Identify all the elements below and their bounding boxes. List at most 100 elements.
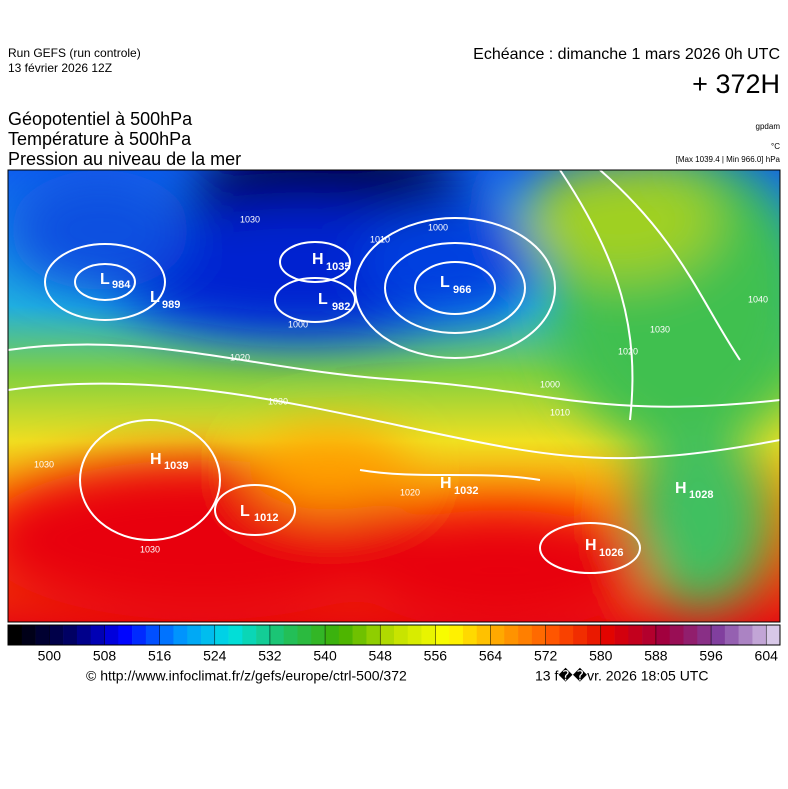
colorbar-cell	[173, 625, 188, 645]
colorbar-cell	[766, 625, 781, 645]
isobars	[8, 170, 780, 574]
colorbar-tick-label: 556	[424, 648, 448, 664]
colorbar-cell	[655, 625, 671, 645]
pressure-value: 1032	[454, 485, 478, 497]
colorbar-cell	[531, 625, 546, 645]
colorbar-cell	[752, 625, 767, 645]
colorbar-cell	[587, 625, 602, 645]
colorbar-cell	[380, 625, 395, 645]
pressure-center: H	[675, 480, 687, 497]
contour-label: 1000	[288, 319, 308, 329]
colorbar-cell	[518, 625, 533, 645]
pressure-value: 982	[332, 301, 350, 313]
colorbar-tick-label: 596	[699, 648, 723, 664]
colorbar-cell	[214, 625, 229, 645]
pressure-value: 984	[112, 279, 131, 291]
pressure-value: 1026	[599, 547, 623, 559]
colorbar-cell	[21, 625, 36, 645]
unit: [Max 1039.4 | Min 966.0] hPa	[676, 155, 781, 164]
field	[8, 170, 780, 622]
pressure-center: L	[318, 291, 328, 308]
colorbar-cell	[145, 625, 160, 645]
colorbar-cell	[256, 625, 271, 645]
colorbar-cell	[118, 625, 133, 645]
pressure-center: H	[150, 451, 162, 468]
colorbar-tick-label: 500	[38, 648, 62, 664]
title: Géopotentiel à 500hPa	[8, 109, 193, 129]
colorbar-cell	[435, 625, 450, 645]
colorbar-cell	[669, 625, 684, 645]
colorbar-cell	[711, 625, 726, 645]
pressure-center: L	[150, 289, 160, 306]
contour-label: 1030	[34, 459, 54, 469]
run-date: 13 février 2026 12Z	[8, 61, 112, 75]
colorbar-tick-label: 588	[644, 648, 668, 664]
contour-label: 1030	[140, 544, 160, 554]
pressure-value: 1012	[254, 512, 278, 524]
colorbar-cell	[104, 625, 119, 645]
colorbar-cell	[504, 625, 519, 645]
colorbar-cell	[476, 625, 491, 645]
colorbar-cell	[421, 625, 436, 645]
colorbar-cell	[642, 625, 657, 645]
contour-label: 1000	[540, 379, 560, 389]
pressure-value: 1035	[326, 261, 350, 273]
pressure-value: 966	[453, 284, 471, 296]
colorbar-cell	[366, 625, 381, 645]
colorbar-cell	[49, 625, 64, 645]
colorbar-cell	[283, 625, 298, 645]
colorbar-tick-label: 580	[589, 648, 613, 664]
colorbar-cell	[490, 625, 505, 645]
contour-label: 1010	[370, 234, 390, 244]
colorbar-tick-label: 524	[203, 648, 227, 664]
colorbar-cell	[545, 625, 560, 645]
colorbar-cell	[600, 625, 615, 645]
colorbar-cell	[559, 625, 574, 645]
title: Pression au niveau de la mer	[8, 149, 241, 169]
pressure-center: H	[440, 475, 452, 492]
colorbar-frame	[7, 624, 781, 646]
contour-label: 1010	[550, 407, 570, 417]
colorbar-cell	[683, 625, 698, 645]
colorbar-cell	[352, 625, 367, 645]
pressure-value: 1028	[689, 489, 713, 501]
contour-label: 1030	[650, 324, 670, 334]
colorbar-tick-label: 572	[534, 648, 558, 664]
colorbar-tick-label: 540	[313, 648, 337, 664]
unit: °C	[771, 142, 780, 151]
colorbar-tick-label: 532	[258, 648, 282, 664]
colorbar-cell	[449, 625, 464, 645]
colorbar-cell	[697, 625, 712, 645]
pressure-value: 1039	[164, 460, 188, 472]
valid-time: Echéance : dimanche 1 mars 2026 0h UTC	[473, 46, 780, 63]
colorbar-cell	[325, 625, 340, 645]
pressure-center: L	[240, 503, 250, 520]
unit: gpdam	[756, 122, 781, 131]
colorbar-cell	[242, 625, 257, 645]
contour-label: 1020	[400, 487, 420, 497]
colorbar-tick-label: 516	[148, 648, 172, 664]
generated-date: 13 f��vr. 2026 18:05 UTC	[535, 668, 708, 684]
colorbar-cell	[35, 625, 50, 645]
colorbar-cell	[407, 625, 422, 645]
colorbar-cell	[628, 625, 643, 645]
colorbar-cell	[76, 625, 92, 645]
pressure-center: H	[585, 537, 597, 554]
colorbar-cell	[63, 625, 78, 645]
map-frame	[7, 169, 781, 623]
colorbar-cell	[132, 625, 147, 645]
pressure-center: L	[440, 274, 450, 291]
colorbar-cell	[187, 625, 202, 645]
colorbar: 500 508 516 524 532 540 548 556 564 572 580 588 596 6…	[7, 624, 781, 664]
colorbar-cell	[159, 625, 174, 645]
colorbar-cell	[228, 625, 243, 645]
colorbar-cell	[724, 625, 739, 645]
colorbar-cell	[614, 625, 629, 645]
colorbar-cell	[297, 625, 312, 645]
lead-time: + 372H	[692, 69, 780, 99]
colorbar-cell	[269, 625, 285, 645]
run: Run GEFS (run controle)	[8, 46, 141, 60]
colorbar-tick-label: 548	[369, 648, 393, 664]
colorbar-cell	[90, 625, 105, 645]
